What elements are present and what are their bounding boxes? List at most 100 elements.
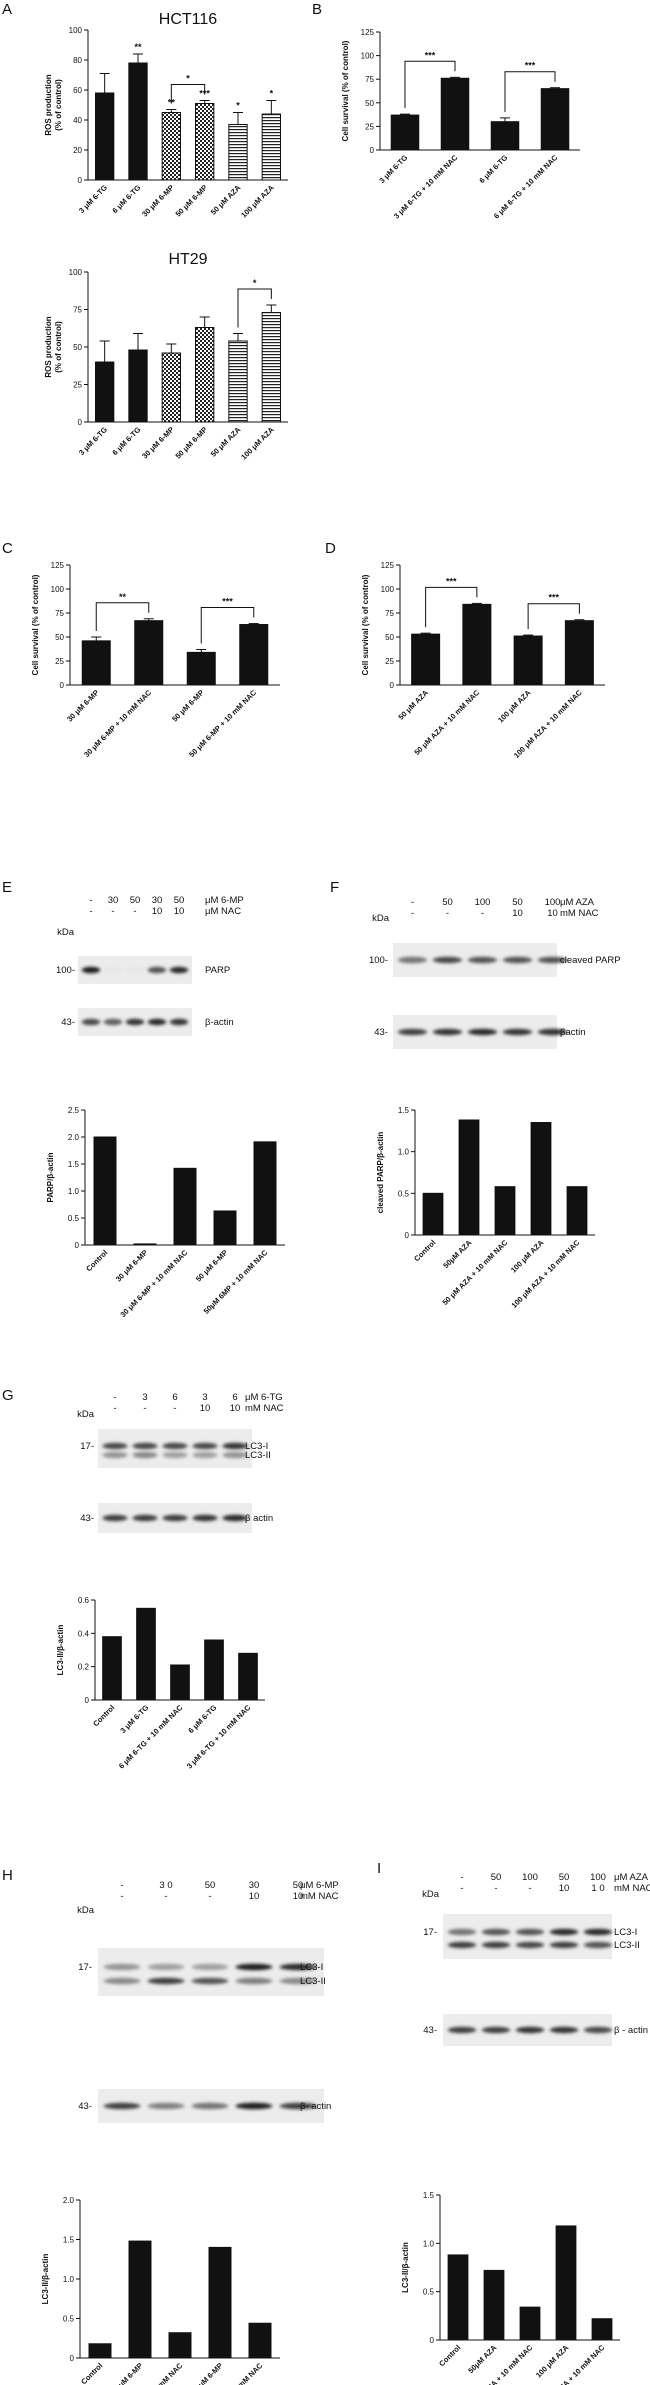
blot-size-marker: 43- — [423, 2025, 437, 2036]
blot-header-cell: 10 — [230, 1403, 241, 1414]
significance-bracket — [200, 607, 255, 644]
y-axis-label-line: ROS production — [44, 74, 53, 135]
blot-header-cell: 10 — [174, 906, 185, 917]
x-category-label: 100 μM AZA — [239, 183, 276, 220]
blot-band-label: β - actin — [614, 2025, 648, 2036]
bar — [494, 1186, 516, 1236]
chart-h: 0 0.5 1.0 1.5 2.0 LC3-II/β-actin Control 30 μM … — [41, 2196, 280, 2385]
blot-header-unit: μM NAC — [205, 906, 241, 917]
x-category-label: 3 μM 6-TG — [377, 153, 409, 185]
y-tick-label: 0.5 — [398, 1189, 410, 1198]
bracket-significance-label: *** — [525, 61, 536, 71]
x-category-label: 30 μM 6-MP — [65, 688, 101, 724]
bar-significance-label: ** — [134, 42, 142, 52]
y-tick-label: 80 — [73, 56, 82, 65]
blot-band — [481, 1941, 511, 1949]
y-tick-label: 0.4 — [78, 1629, 90, 1638]
blot-header-unit: mM NAC — [300, 1891, 339, 1902]
x-category-label: 100 μM AZA — [239, 425, 276, 462]
bar — [238, 1652, 258, 1701]
blot-band — [169, 1018, 189, 1026]
bracket-significance-label: * — [253, 278, 257, 288]
blot-header-cell: 10 — [293, 1891, 304, 1902]
blot-header-unit: mM NAC — [560, 908, 599, 919]
y-tick-label: 2.0 — [63, 2196, 75, 2205]
bar — [540, 88, 570, 151]
bar — [261, 312, 281, 423]
blot-band-label: LC3-II — [300, 1976, 326, 1987]
blot-band — [191, 2102, 229, 2110]
blot-header-cell: 10 — [249, 1891, 260, 1902]
blot-band-label: PARP — [205, 965, 230, 976]
bar — [134, 620, 164, 686]
blot-band-label: β- actin — [300, 2101, 331, 2112]
y-axis-label-line: PARP/β-actin — [46, 1152, 55, 1202]
significance-bracket — [527, 603, 580, 630]
bar — [411, 633, 441, 686]
y-tick-label: 0 — [78, 418, 83, 427]
y-tick-label: 1.5 — [423, 2191, 435, 2200]
blot-header-cell: - — [120, 1891, 123, 1902]
y-axis-label-line: cleaved PARP/β-actin — [376, 1132, 385, 1214]
blot-band — [102, 1451, 128, 1459]
blot-size-marker: 17- — [80, 1441, 94, 1452]
blot-band-label: LC3-I — [300, 1962, 323, 1973]
blot-header-cell: - — [143, 1403, 146, 1414]
chart-d: 0 25 50 75 100 125 Cell survival (% of control… — [361, 561, 605, 760]
significance-bracket — [170, 84, 206, 104]
blot-header-cell: 50 — [130, 895, 141, 906]
x-category-label: 50μM AZA — [466, 2343, 499, 2376]
chart-b: 0 25 50 75 100 125 Cell survival (% of control… — [341, 28, 580, 221]
bracket-significance-label: *** — [548, 593, 559, 603]
y-tick-label: 75 — [55, 609, 64, 618]
blot-membrane — [443, 1914, 612, 1959]
y-tick-label: 25 — [55, 657, 64, 666]
bar — [462, 603, 492, 686]
blot-band — [147, 1977, 185, 1985]
y-axis-label: Cell survival (% of control) — [341, 40, 350, 141]
y-axis-label-line: LC3-II/β-actin — [56, 1625, 65, 1676]
bar — [228, 340, 248, 423]
bar — [530, 1122, 552, 1236]
blot-band — [397, 1028, 428, 1036]
blot-membrane — [98, 1948, 324, 1996]
y-axis-label-line: (% of control) — [54, 79, 63, 131]
blot-size-marker: 100- — [56, 965, 75, 976]
blot-header-cell: - — [120, 1880, 123, 1891]
blot-band — [222, 1514, 248, 1522]
blot-band — [147, 1018, 167, 1026]
panel-letter-e: E — [2, 879, 12, 896]
bracket-significance-label: * — [186, 74, 190, 84]
y-tick-label: 0 — [75, 1241, 80, 1250]
blot-band — [515, 2026, 545, 2034]
x-category-label: 30 μM 6-MP — [114, 1248, 150, 1284]
y-tick-label: 100 — [361, 52, 375, 61]
y-tick-label: 0 — [370, 146, 375, 155]
chart-c: 0 25 50 75 100 125 Cell survival (% of control… — [31, 561, 280, 759]
bar — [81, 640, 111, 686]
blot-header-cell: 10 — [152, 906, 163, 917]
blot-band — [235, 1977, 273, 1985]
kda-label: kDa — [372, 913, 390, 924]
blot-header-cell: - — [208, 1891, 211, 1902]
blot-band — [191, 1963, 229, 1971]
blot-header-cell: - — [113, 1403, 116, 1414]
x-category-label: Control — [437, 2343, 462, 2368]
blot-header-unit: μM AZA — [560, 897, 595, 908]
blot-header-cell: 50 — [491, 1872, 502, 1883]
y-tick-label: 2.0 — [68, 1133, 80, 1142]
y-axis-label-line: Cell survival (% of control) — [341, 40, 350, 141]
panel-letter-f: F — [330, 879, 339, 896]
bar — [95, 92, 115, 181]
x-category-label: 6 μM 6-TG — [110, 425, 142, 457]
x-category-label: Control — [79, 2361, 104, 2385]
blot-band — [447, 2026, 477, 2034]
x-category-label: 30 μM 6-MP — [140, 183, 176, 219]
bar — [591, 2318, 613, 2341]
blot-header-cell: 50 — [174, 895, 185, 906]
blot-band — [103, 2102, 141, 2110]
blot-header-cell: 100 — [590, 1872, 606, 1883]
blot-header-cell: - — [173, 1403, 176, 1414]
blot-band — [162, 1514, 188, 1522]
